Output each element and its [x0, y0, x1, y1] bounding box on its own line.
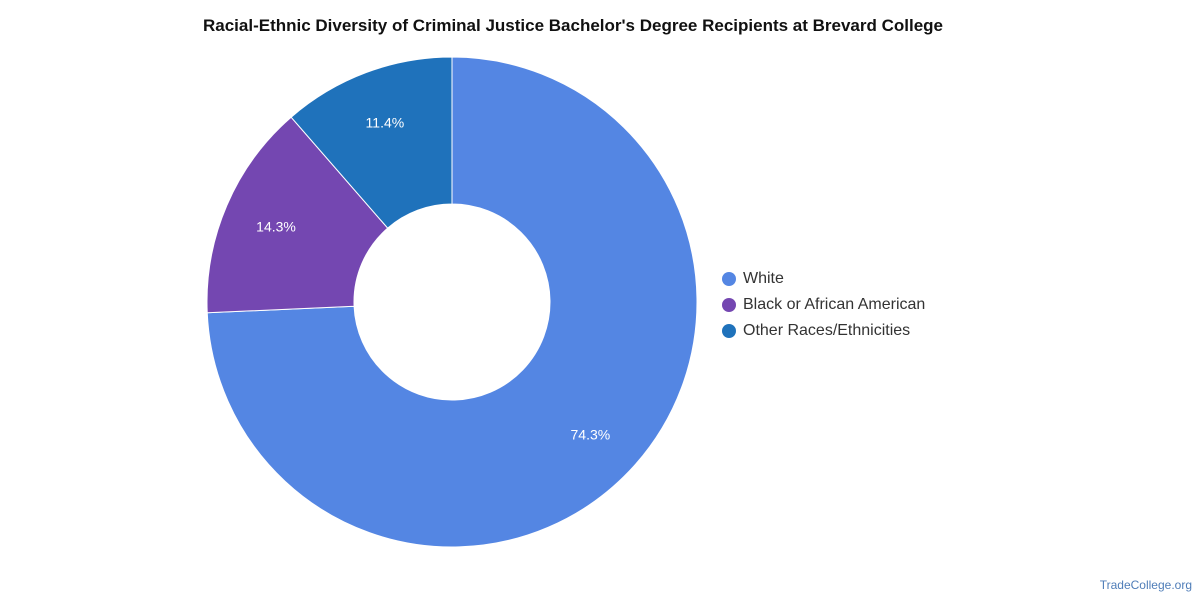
slice-label: 11.4% — [366, 115, 405, 131]
legend-label: Other Races/Ethnicities — [743, 322, 911, 339]
legend-swatch — [722, 298, 736, 312]
legend-label: White — [743, 270, 784, 287]
slice-label: 74.3% — [571, 426, 611, 442]
slice-black-or-african-american[interactable] — [206, 116, 389, 314]
slice-white[interactable] — [206, 56, 698, 548]
legend-item[interactable]: Other Races/Ethnicities — [722, 318, 925, 344]
slice-other-races-ethnicities[interactable] — [290, 56, 453, 229]
legend-item[interactable]: White — [722, 266, 925, 292]
legend-label: Black or African American — [743, 296, 926, 313]
legend-swatch — [722, 324, 736, 338]
slice-label: 14.3% — [256, 218, 296, 234]
legend-swatch — [722, 272, 736, 286]
legend-item[interactable]: Black or African American — [722, 292, 925, 318]
chart-title: Racial-Ethnic Diversity of Criminal Just… — [202, 16, 944, 35]
legend: White Black or African American Other Race… — [722, 266, 925, 344]
source-credit[interactable]: TradeCollege.org — [1099, 578, 1192, 592]
